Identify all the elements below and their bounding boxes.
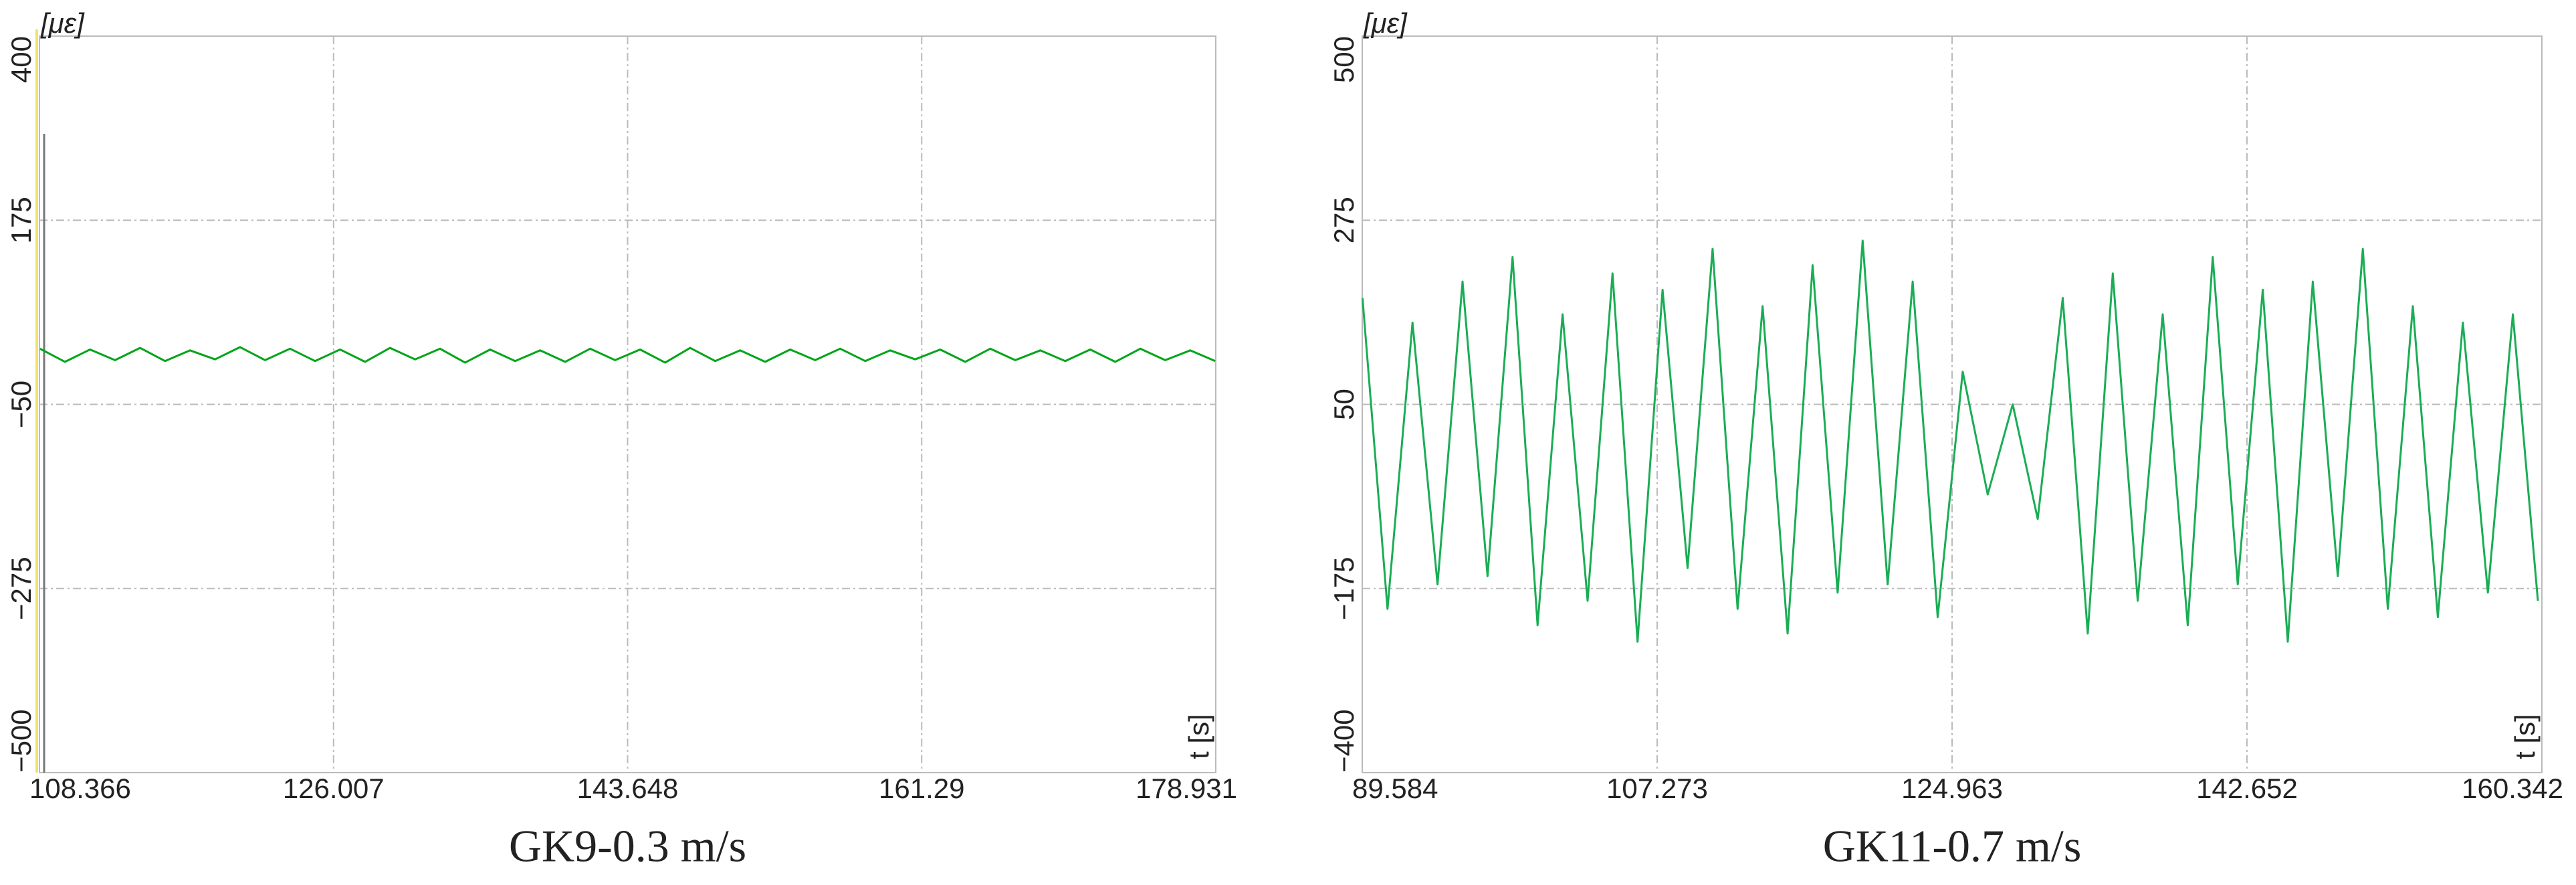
y-tick-label: −50 bbox=[5, 381, 37, 428]
x-tick-label: 89.584 bbox=[1352, 773, 1438, 804]
caption: GK11-0.7 m/s bbox=[1823, 821, 2082, 872]
x-axis-label: t [s] bbox=[1183, 714, 1214, 759]
y-tick-label: −500 bbox=[5, 709, 37, 773]
y-tick-label: 50 bbox=[1328, 389, 1360, 420]
x-axis-label: t [s] bbox=[2509, 714, 2541, 759]
x-tick-label: 160.342 bbox=[2462, 773, 2563, 804]
caption: GK9-0.3 m/s bbox=[509, 821, 746, 872]
y-tick-label: −175 bbox=[1328, 557, 1360, 620]
y-tick-label: −400 bbox=[1328, 709, 1360, 773]
x-tick-label: 161.29 bbox=[879, 773, 964, 804]
signal-line bbox=[1361, 239, 2539, 643]
x-tick-label: 143.648 bbox=[577, 773, 679, 804]
x-tick-label: 107.273 bbox=[1606, 773, 1708, 804]
y-unit-label: [με] bbox=[1363, 7, 1408, 39]
x-tick-label: 124.963 bbox=[1901, 773, 2003, 804]
x-tick-label: 178.931 bbox=[1136, 773, 1237, 804]
y-tick-label: 400 bbox=[5, 36, 37, 83]
y-tick-label: 500 bbox=[1328, 36, 1360, 83]
x-tick-label: 108.366 bbox=[29, 773, 131, 804]
y-tick-label: −275 bbox=[5, 557, 37, 620]
x-tick-label: 142.652 bbox=[2196, 773, 2298, 804]
y-tick-label: 275 bbox=[1328, 197, 1360, 243]
y-unit-label: [με] bbox=[40, 7, 85, 39]
y-tick-label: 175 bbox=[5, 197, 37, 243]
x-tick-label: 126.007 bbox=[283, 773, 385, 804]
signal-line bbox=[39, 346, 1216, 364]
